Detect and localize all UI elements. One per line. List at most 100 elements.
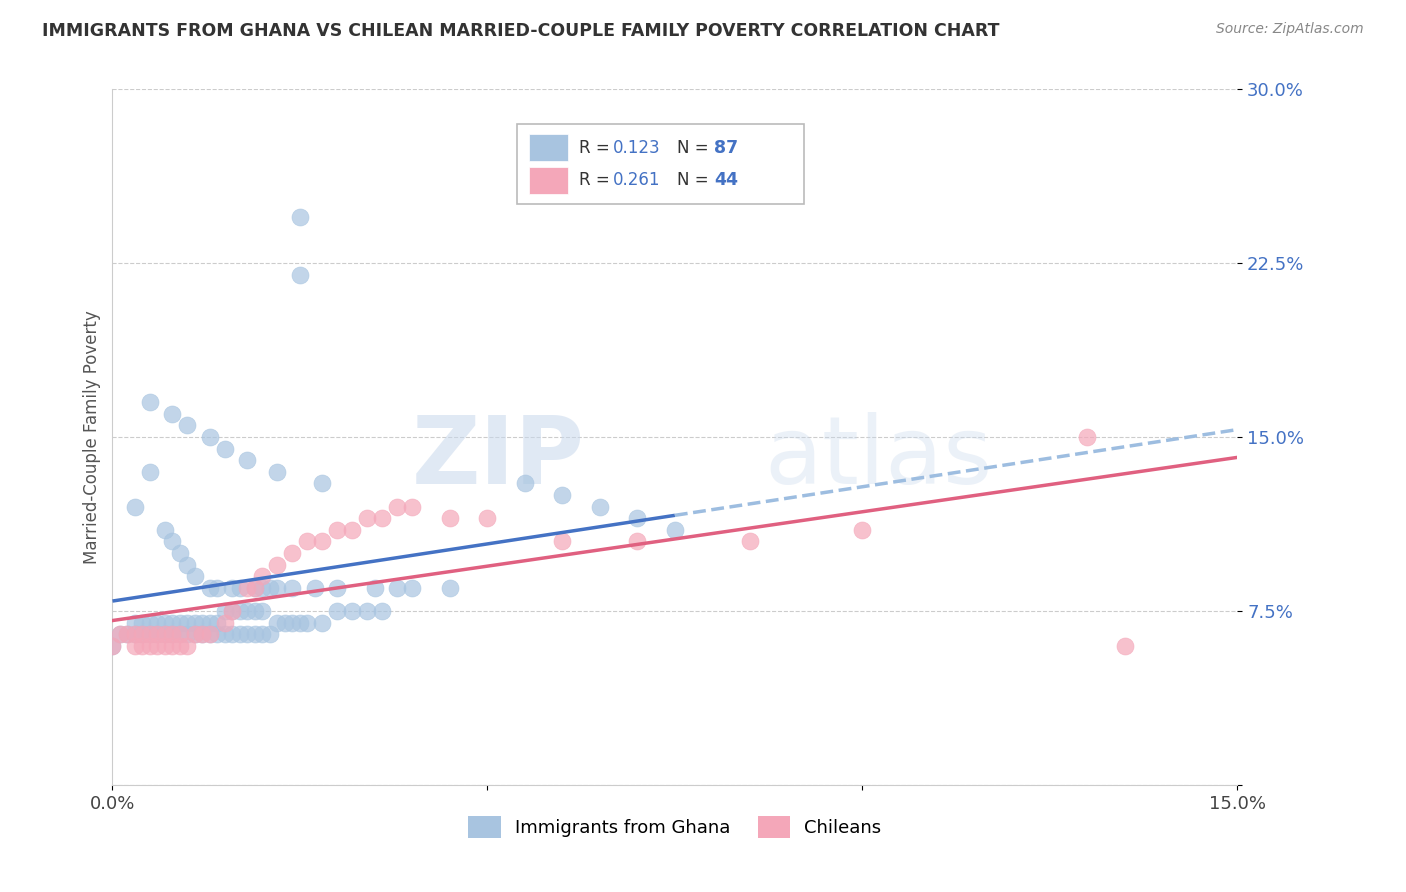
Point [738,534,761,549]
Point [153,639,176,653]
Point [191,627,214,641]
Point [371,604,394,618]
FancyBboxPatch shape [517,124,804,204]
Point [477,511,499,525]
Point [176,627,198,641]
Point [176,558,198,572]
FancyBboxPatch shape [529,167,568,194]
Point [281,615,304,630]
Point [356,511,378,525]
Point [371,511,394,525]
Point [1114,639,1136,653]
Point [184,627,207,641]
Text: atlas: atlas [765,412,993,504]
Point [146,639,169,653]
Point [311,476,333,491]
Point [243,604,266,618]
Point [214,442,236,456]
Point [243,581,266,595]
Point [513,476,536,491]
Point [281,581,304,595]
Point [139,395,162,409]
Point [146,627,169,641]
FancyBboxPatch shape [529,135,568,161]
Point [176,639,198,653]
Point [169,627,191,641]
Point [297,615,319,630]
Point [117,627,139,641]
Point [101,639,124,653]
Text: ZIP: ZIP [412,412,585,504]
Y-axis label: Married-Couple Family Poverty: Married-Couple Family Poverty [83,310,101,564]
Point [229,604,252,618]
Point [252,581,274,595]
Point [117,627,139,641]
Point [108,627,131,641]
Point [288,615,311,630]
Point [387,500,409,514]
Point [162,615,184,630]
Point [288,268,311,282]
Text: R =: R = [579,138,616,157]
Point [259,627,281,641]
Point [198,581,221,595]
Point [266,615,288,630]
Point [1076,430,1098,444]
Point [266,581,288,595]
Point [221,604,243,618]
Point [198,627,221,641]
Point [207,627,229,641]
Point [387,581,409,595]
Point [124,639,146,653]
Point [131,615,153,630]
Point [169,615,191,630]
Point [589,500,612,514]
Point [229,627,252,641]
Point [326,604,349,618]
Point [184,569,207,583]
Point [221,581,243,595]
Point [342,604,364,618]
Point [364,581,387,595]
Point [124,615,146,630]
Point [243,581,266,595]
Point [551,534,574,549]
Point [551,488,574,502]
Text: N =: N = [678,138,714,157]
Point [236,453,259,467]
Point [162,627,184,641]
Point [169,546,191,560]
Point [207,581,229,595]
Point [146,627,169,641]
Point [124,500,146,514]
Point [169,627,191,641]
Point [131,627,153,641]
Point [153,627,176,641]
Text: IMMIGRANTS FROM GHANA VS CHILEAN MARRIED-COUPLE FAMILY POVERTY CORRELATION CHART: IMMIGRANTS FROM GHANA VS CHILEAN MARRIED… [42,22,1000,40]
Point [288,210,311,224]
Text: Source: ZipAtlas.com: Source: ZipAtlas.com [1216,22,1364,37]
Point [356,604,378,618]
Legend: Immigrants from Ghana, Chileans: Immigrants from Ghana, Chileans [461,809,889,846]
Point [162,639,184,653]
Point [153,615,176,630]
Point [311,534,333,549]
Point [626,534,648,549]
Point [439,581,461,595]
Point [851,523,873,537]
Point [304,581,326,595]
Point [297,534,319,549]
Point [326,581,349,595]
Point [162,407,184,421]
Point [162,534,184,549]
Text: 87: 87 [714,138,738,157]
Point [131,627,153,641]
Point [124,627,146,641]
Point [131,639,153,653]
Point [342,523,364,537]
Text: R =: R = [579,171,616,189]
Point [207,615,229,630]
Point [184,615,207,630]
Point [266,465,288,479]
Point [401,581,423,595]
